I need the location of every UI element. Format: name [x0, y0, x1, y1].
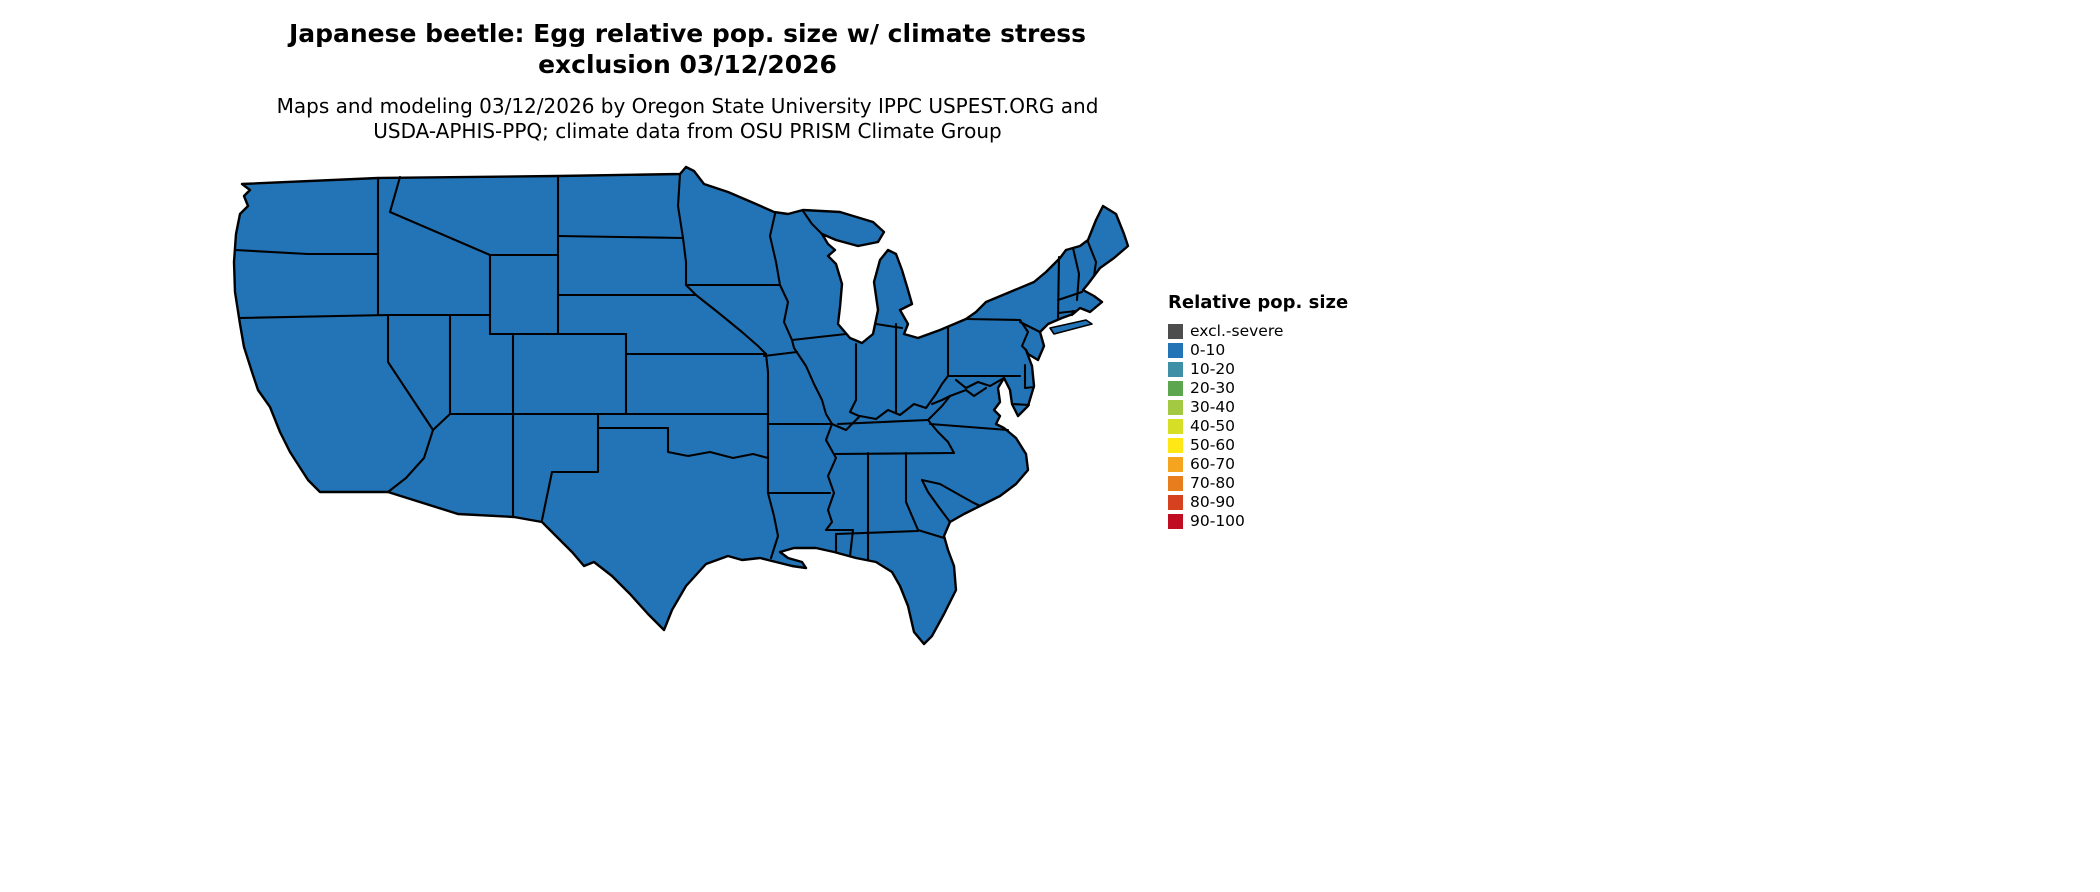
legend-item: 30-40	[1168, 398, 1368, 417]
legend-label: 60-70	[1190, 455, 1236, 473]
legend-label: 40-50	[1190, 417, 1236, 435]
legend-label: excl.-severe	[1190, 322, 1284, 340]
legend-label: 80-90	[1190, 493, 1236, 511]
legend-swatch-90-100	[1168, 514, 1183, 529]
figure-header: Japanese beetle: Egg relative pop. size …	[0, 18, 1375, 144]
legend-label: 0-10	[1190, 341, 1226, 359]
legend-label: 10-20	[1190, 360, 1236, 378]
legend-item: 80-90	[1168, 493, 1368, 512]
legend-item: 10-20	[1168, 360, 1368, 379]
legend-item: excl.-severe	[1168, 322, 1368, 341]
legend-item: 50-60	[1168, 436, 1368, 455]
legend-swatch-10-20	[1168, 362, 1183, 377]
legend-title: Relative pop. size	[1168, 292, 1349, 313]
map-subtitle-line2: USDA-APHIS-PPQ; climate data from OSU PR…	[373, 119, 1002, 144]
legend-swatch-60-70	[1168, 457, 1183, 472]
legend-label: 20-30	[1190, 379, 1236, 397]
legend: Relative pop. size excl.-severe 0-10 10-…	[1168, 292, 1368, 531]
legend-swatch-excl-severe	[1168, 324, 1183, 339]
legend-item: 40-50	[1168, 417, 1368, 436]
usa-landmass	[232, 165, 1130, 646]
us-choropleth-map	[228, 162, 1140, 664]
legend-label: 70-80	[1190, 474, 1236, 492]
legend-swatch-30-40	[1168, 400, 1183, 415]
legend-label: 30-40	[1190, 398, 1236, 416]
legend-item: 20-30	[1168, 379, 1368, 398]
state-borders	[233, 172, 1098, 561]
legend-item: 70-80	[1168, 474, 1368, 493]
legend-swatch-40-50	[1168, 419, 1183, 434]
legend-item: 60-70	[1168, 455, 1368, 474]
map-title-line1: Japanese beetle: Egg relative pop. size …	[288, 19, 1087, 48]
legend-swatch-0-10	[1168, 343, 1183, 358]
legend-item: 90-100	[1168, 512, 1368, 531]
legend-label: 50-60	[1190, 436, 1236, 454]
long-island	[1049, 319, 1093, 335]
legend-swatch-80-90	[1168, 495, 1183, 510]
legend-swatch-50-60	[1168, 438, 1183, 453]
map-title-line2: exclusion 03/12/2026	[538, 50, 837, 79]
us-map-svg	[232, 165, 1130, 646]
legend-label: 90-100	[1190, 512, 1245, 530]
legend-swatch-70-80	[1168, 476, 1183, 491]
legend-item: 0-10	[1168, 341, 1368, 360]
map-subtitle-line1: Maps and modeling 03/12/2026 by Oregon S…	[276, 94, 1099, 118]
legend-swatch-20-30	[1168, 381, 1183, 396]
